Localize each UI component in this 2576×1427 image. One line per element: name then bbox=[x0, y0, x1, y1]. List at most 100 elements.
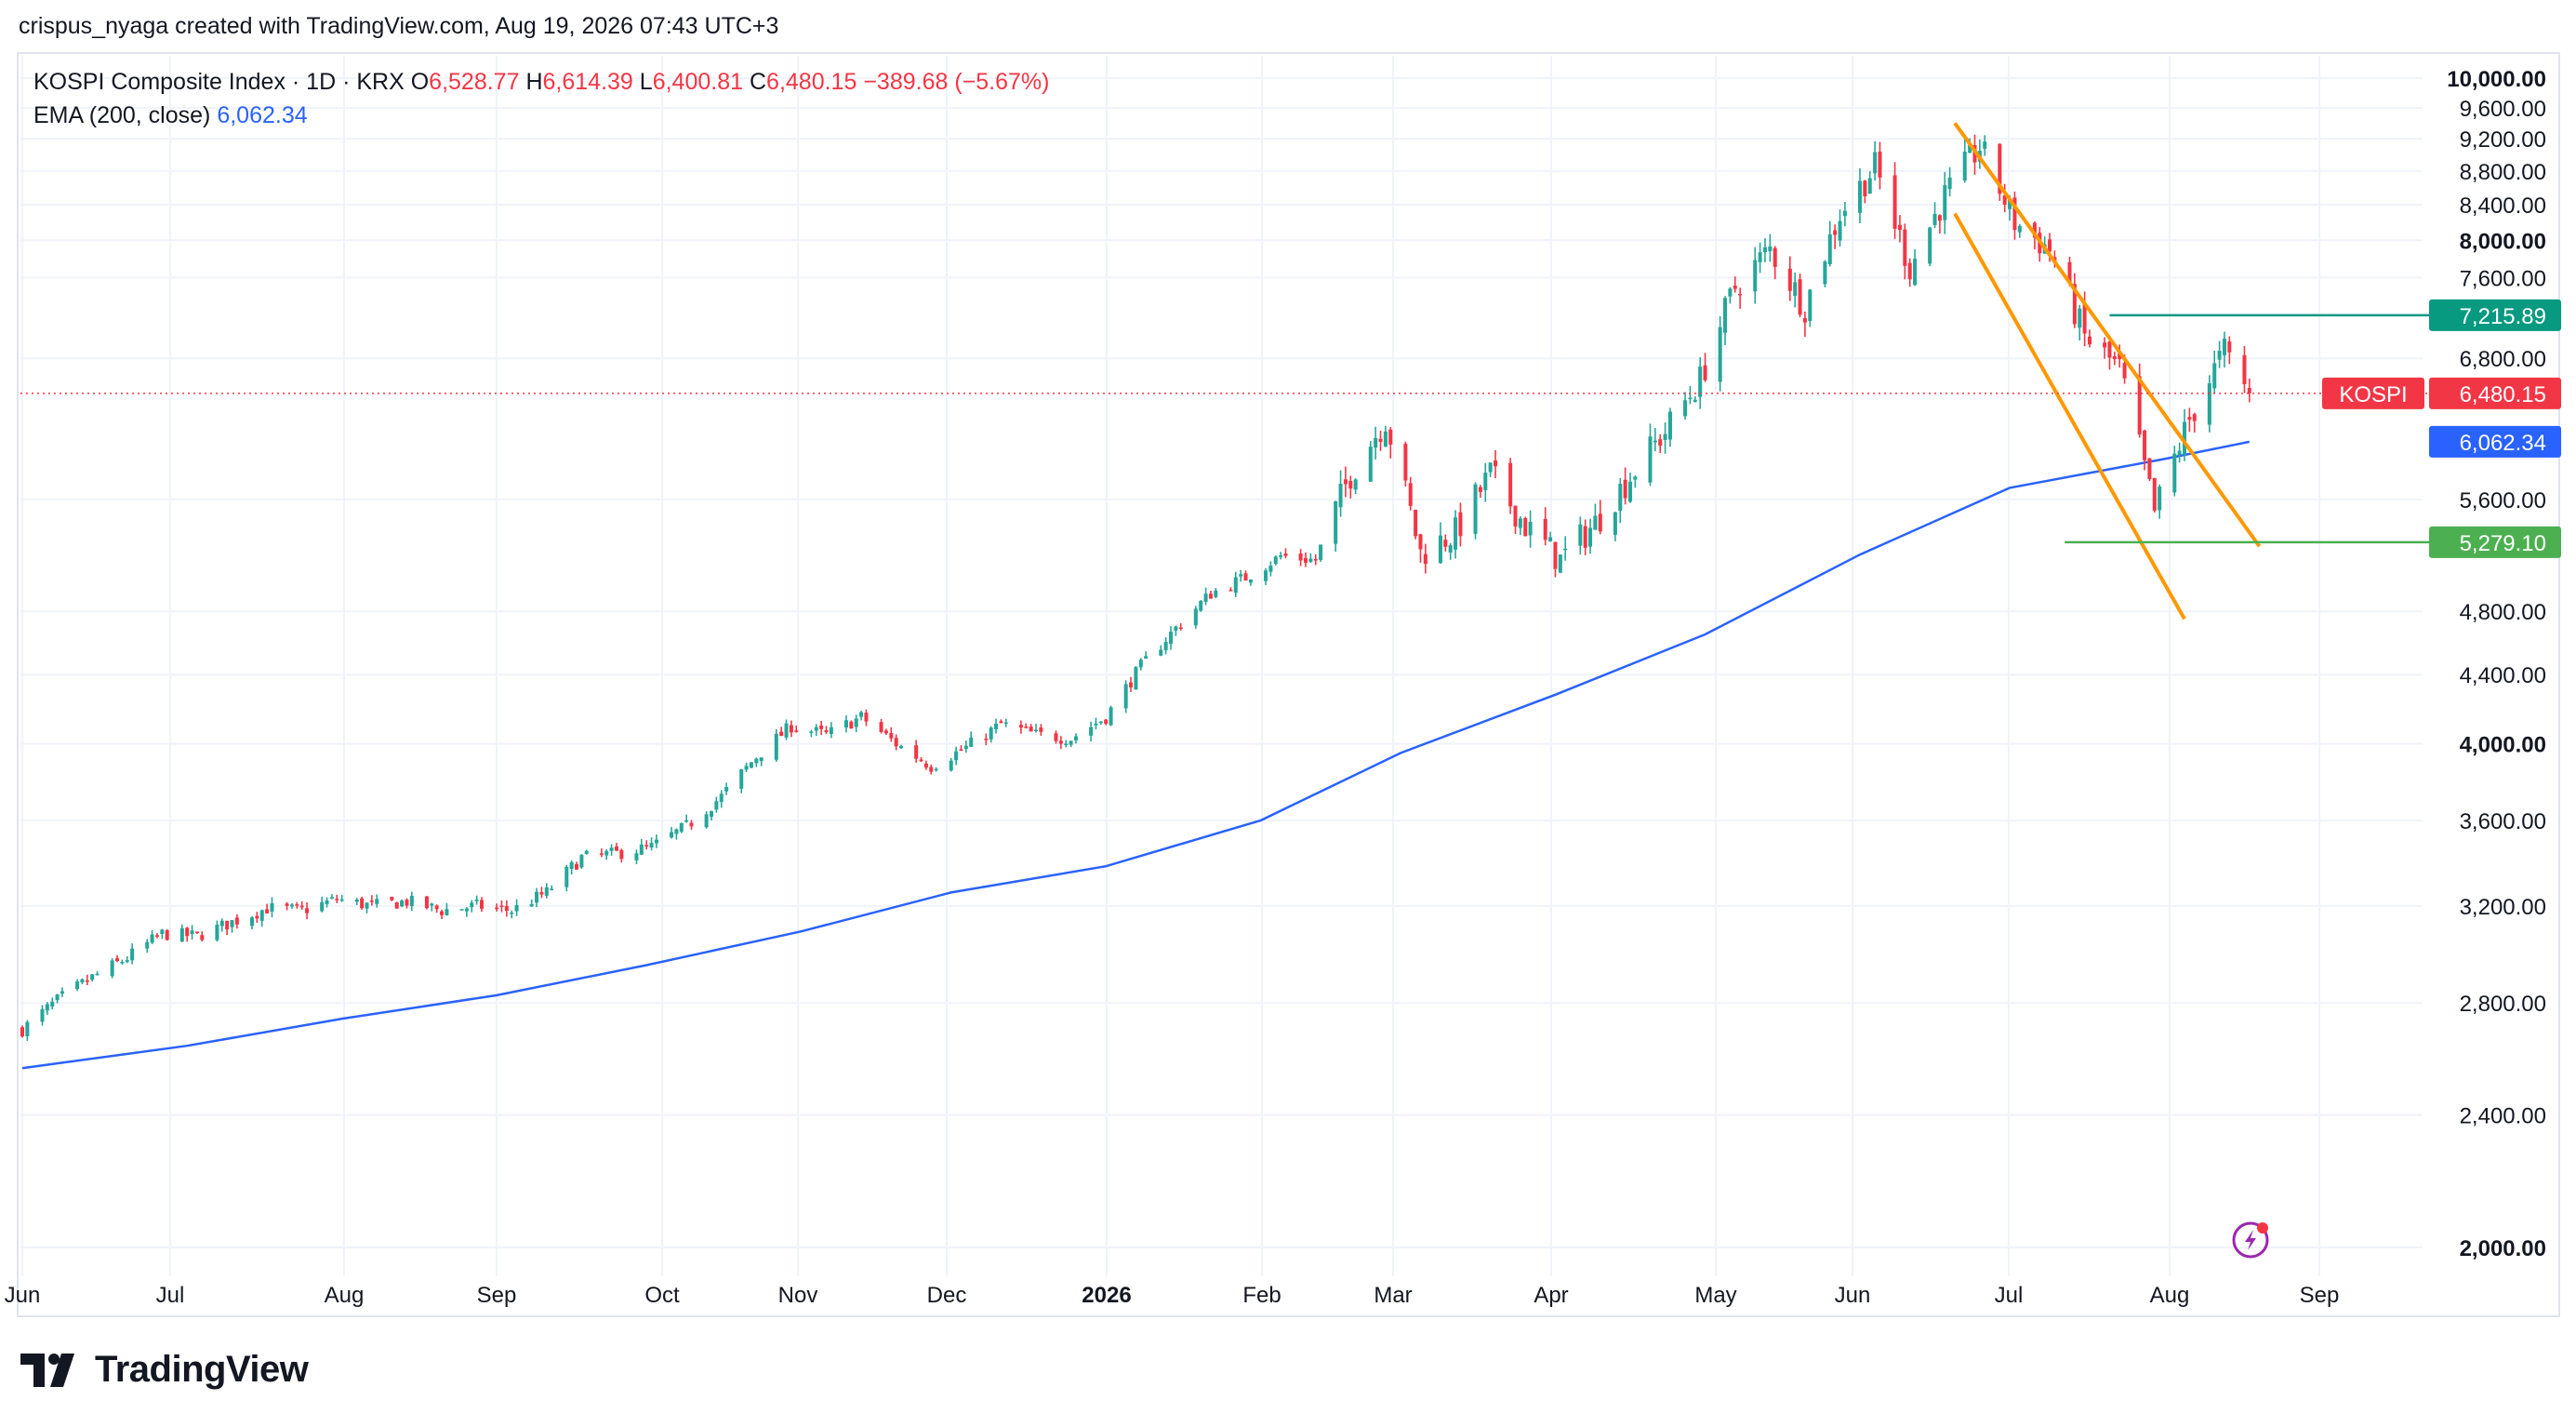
candle-body bbox=[994, 723, 999, 729]
candle bbox=[1543, 507, 1547, 546]
candle-body bbox=[434, 905, 439, 910]
candle bbox=[1214, 587, 1218, 599]
candle bbox=[539, 887, 544, 899]
time-axis: Jun Jul Aug Sep Oct Nov Dec 2026 Feb Mar Apr May Jun… bbox=[5, 1283, 2340, 1308]
candle bbox=[2087, 329, 2092, 348]
candle-body bbox=[819, 725, 824, 729]
candle bbox=[1058, 736, 1063, 750]
legend-ema-label[interactable]: EMA (200, close) bbox=[33, 102, 211, 128]
candle-body bbox=[1703, 365, 1707, 380]
candle bbox=[1443, 534, 1448, 552]
candle bbox=[1558, 554, 1562, 574]
time-tick-label: Jun bbox=[5, 1283, 41, 1308]
candle-body bbox=[25, 1021, 30, 1036]
candle bbox=[1892, 162, 1897, 239]
candle-body bbox=[1943, 185, 1947, 220]
candle-body bbox=[190, 930, 194, 935]
candle bbox=[1094, 717, 1098, 730]
candle bbox=[259, 909, 264, 927]
candle-body bbox=[843, 720, 848, 727]
candle bbox=[270, 897, 274, 918]
candle-body bbox=[689, 822, 694, 827]
candle bbox=[400, 899, 405, 908]
candle-body bbox=[1762, 247, 1767, 253]
candle-body bbox=[2143, 430, 2147, 460]
candle-body bbox=[2112, 355, 2117, 360]
candle-body bbox=[285, 903, 289, 906]
candle-body bbox=[599, 853, 604, 855]
candle bbox=[225, 920, 230, 936]
candle-body bbox=[864, 713, 869, 722]
candle-body bbox=[299, 905, 304, 908]
candle-body bbox=[115, 958, 120, 962]
candle bbox=[2242, 345, 2247, 393]
candle bbox=[843, 715, 848, 733]
candle bbox=[369, 895, 374, 906]
candle bbox=[794, 726, 799, 733]
candle-body bbox=[1598, 513, 1602, 532]
candle-body bbox=[919, 759, 923, 762]
candle-body bbox=[90, 974, 95, 980]
candle-body bbox=[1718, 327, 1722, 382]
candle-body bbox=[1983, 141, 1987, 149]
candle-body bbox=[584, 850, 589, 854]
alert-icon[interactable] bbox=[2232, 1221, 2269, 1259]
candle bbox=[1827, 220, 1832, 267]
candle-body bbox=[1228, 590, 1233, 592]
candle-body bbox=[464, 908, 469, 912]
legend-symbol[interactable]: KOSPI Composite Index · 1D · KRX bbox=[33, 69, 405, 95]
candle bbox=[1683, 392, 1688, 420]
candle-body bbox=[430, 903, 434, 906]
candle-body bbox=[849, 721, 854, 729]
candle-body bbox=[739, 768, 744, 789]
candle-body bbox=[369, 900, 374, 902]
candle-body bbox=[479, 900, 485, 909]
candle-body bbox=[200, 935, 205, 940]
candle bbox=[1343, 466, 1348, 498]
candle-body bbox=[934, 768, 938, 771]
candle bbox=[1334, 500, 1338, 553]
tradingview-logo-icon bbox=[20, 1353, 74, 1387]
candle-body bbox=[459, 909, 464, 911]
candle-body bbox=[335, 899, 339, 900]
candle bbox=[1787, 256, 1792, 301]
time-tick-label: Aug bbox=[325, 1283, 365, 1308]
candle bbox=[759, 757, 764, 767]
candle-body bbox=[2067, 261, 2072, 284]
candle-body bbox=[1998, 143, 2002, 194]
tradingview-logo[interactable]: TradingView bbox=[20, 1349, 309, 1391]
candle bbox=[1618, 477, 1623, 524]
candle-body bbox=[719, 794, 724, 802]
brand-name: TradingView bbox=[95, 1349, 309, 1390]
candle-body bbox=[160, 929, 165, 934]
candle bbox=[634, 849, 639, 865]
candle-body bbox=[2078, 308, 2082, 328]
time-tick-label: Sep bbox=[477, 1283, 517, 1308]
candle bbox=[1264, 567, 1268, 585]
candle-body bbox=[670, 832, 674, 838]
time-tick-label: Mar bbox=[1374, 1283, 1412, 1308]
candle-body bbox=[215, 925, 219, 940]
candle-body bbox=[1279, 555, 1283, 557]
candle-body bbox=[1653, 440, 1657, 443]
candle-body bbox=[125, 960, 129, 962]
candle-body bbox=[544, 887, 549, 896]
candle bbox=[914, 740, 919, 763]
price-labels: 7,215.89 6,480.15 KOSPI 6,062.34 5,279.10 bbox=[2322, 299, 2561, 558]
candle-body bbox=[1937, 215, 1942, 221]
candle bbox=[954, 746, 959, 766]
candle bbox=[90, 973, 95, 982]
legend-close-label: C bbox=[749, 69, 767, 95]
candle bbox=[499, 900, 504, 913]
candle bbox=[1808, 288, 1812, 327]
candle-body bbox=[40, 1008, 45, 1022]
candle-body bbox=[145, 941, 150, 949]
candle-body bbox=[1268, 566, 1273, 572]
candle-body bbox=[1178, 627, 1183, 629]
candle bbox=[809, 729, 814, 738]
price-tick-label: 2,000.00 bbox=[2460, 1236, 2546, 1261]
candle bbox=[335, 894, 339, 903]
candle bbox=[654, 834, 658, 848]
candle-body bbox=[854, 718, 858, 727]
